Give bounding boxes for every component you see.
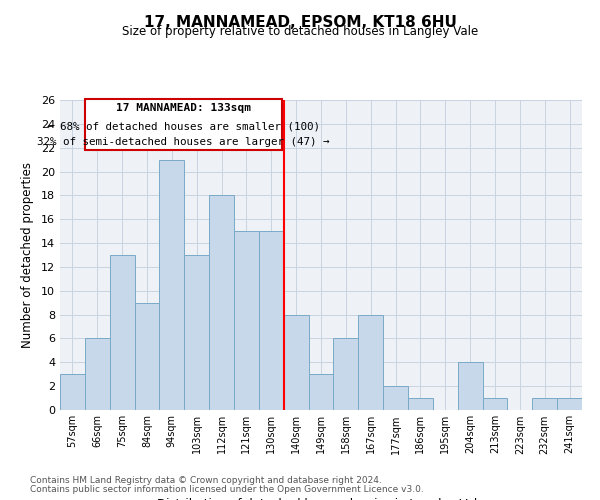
Bar [383,386,408,410]
Bar [259,231,284,410]
Text: 17 MANNAMEAD: 133sqm: 17 MANNAMEAD: 133sqm [116,104,251,114]
Text: Contains HM Land Registry data © Crown copyright and database right 2024.: Contains HM Land Registry data © Crown c… [30,476,382,485]
Bar [557,398,582,410]
Text: 17, MANNAMEAD, EPSOM, KT18 6HU: 17, MANNAMEAD, EPSOM, KT18 6HU [143,15,457,30]
Bar [458,362,482,410]
Bar [184,255,209,410]
Text: Contains public sector information licensed under the Open Government Licence v3: Contains public sector information licen… [30,485,424,494]
Bar [110,255,134,410]
Bar [532,398,557,410]
Bar [160,160,184,410]
Bar [334,338,358,410]
Bar [85,338,110,410]
Bar [408,398,433,410]
FancyBboxPatch shape [85,99,283,150]
Bar [308,374,334,410]
Text: ← 68% of detached houses are smaller (100): ← 68% of detached houses are smaller (10… [47,121,320,131]
Bar [358,314,383,410]
Bar [284,314,308,410]
Text: 32% of semi-detached houses are larger (47) →: 32% of semi-detached houses are larger (… [37,136,330,146]
Bar [134,302,160,410]
Bar [60,374,85,410]
Bar [234,231,259,410]
Y-axis label: Number of detached properties: Number of detached properties [21,162,34,348]
Text: Size of property relative to detached houses in Langley Vale: Size of property relative to detached ho… [122,25,478,38]
Bar [209,196,234,410]
X-axis label: Distribution of detached houses by size in Langley Vale: Distribution of detached houses by size … [157,498,485,500]
Bar [482,398,508,410]
